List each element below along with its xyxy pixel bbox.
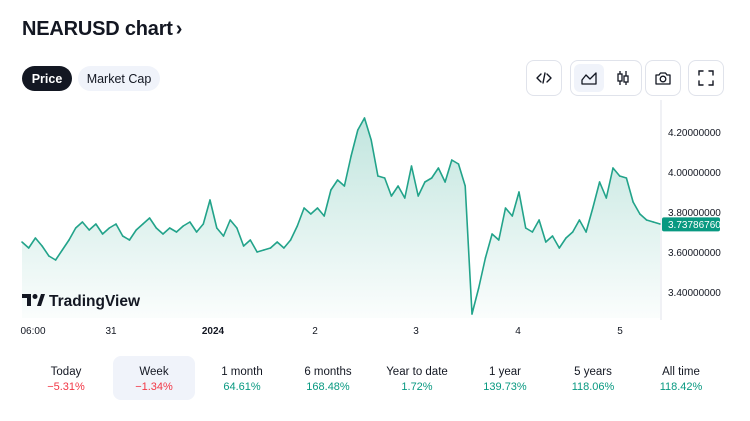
price-chart[interactable]: 4.20000000 4.00000000 3.80000000 3.60000000… bbox=[0, 100, 750, 350]
price-tick-label: 3.80000000 bbox=[668, 208, 721, 219]
chevron-right-icon: › bbox=[175, 18, 183, 40]
performance-periods: Today −5.31% Week −1.34% 1 month 64.61% 6 mont… bbox=[0, 356, 750, 402]
camera-icon bbox=[655, 72, 671, 85]
page-title[interactable]: NEARUSD chart › bbox=[22, 18, 182, 41]
period-week[interactable]: Week −1.34% bbox=[113, 356, 195, 400]
period-change: −1.34% bbox=[135, 381, 173, 393]
period-6-months[interactable]: 6 months 168.48% bbox=[287, 356, 369, 400]
period-change: 1.72% bbox=[401, 381, 433, 393]
period-label: Year to date bbox=[386, 366, 448, 378]
period-change: 118.06% bbox=[571, 381, 615, 393]
period-change: 139.73% bbox=[483, 381, 527, 393]
line-chart-button[interactable] bbox=[574, 64, 604, 92]
chart-style-toggle bbox=[570, 60, 642, 96]
last-price-badge-bg bbox=[662, 217, 720, 232]
price-series-line bbox=[21, 117, 661, 315]
candles-button[interactable] bbox=[608, 64, 638, 92]
embed-button[interactable] bbox=[526, 60, 562, 96]
time-tick-label: 2024 bbox=[202, 326, 225, 337]
snapshot-button[interactable] bbox=[645, 60, 681, 96]
period-label: All time bbox=[662, 366, 700, 378]
price-tick-label: 4.00000000 bbox=[668, 168, 721, 179]
area-chart-icon bbox=[581, 72, 597, 85]
fullscreen-icon bbox=[698, 70, 714, 86]
period-label: Week bbox=[139, 366, 169, 378]
time-tick-label: 5 bbox=[617, 326, 623, 337]
period-label: 1 month bbox=[221, 366, 263, 378]
time-tick-label: 4 bbox=[515, 326, 521, 337]
tab-price[interactable]: Price bbox=[22, 66, 72, 91]
period-5-years[interactable]: 5 years 118.06% bbox=[552, 356, 634, 400]
price-tick-label: 4.20000000 bbox=[668, 128, 721, 139]
period-label: 5 years bbox=[574, 366, 612, 378]
period-all-time[interactable]: All time 118.42% bbox=[640, 356, 722, 400]
tradingview-logo-icon bbox=[22, 294, 45, 306]
period-change: 168.48% bbox=[306, 381, 350, 393]
fullscreen-button[interactable] bbox=[688, 60, 724, 96]
chart-title-text: NEARUSD chart bbox=[22, 18, 173, 40]
time-tick-label: 06:00 bbox=[20, 326, 45, 337]
time-tick-label: 31 bbox=[105, 326, 117, 337]
tradingview-logo-text: TradingView bbox=[49, 293, 141, 310]
time-tick-label: 3 bbox=[413, 326, 419, 337]
price-tick-label: 3.40000000 bbox=[668, 288, 721, 299]
last-price-value: 3.73786760 bbox=[668, 220, 721, 231]
period-1-year[interactable]: 1 year 139.73% bbox=[464, 356, 546, 400]
last-price-badge: 3.73786760 bbox=[662, 217, 721, 232]
period-change: 118.42% bbox=[659, 381, 703, 393]
period-year-to-date[interactable]: Year to date 1.72% bbox=[376, 356, 458, 400]
period-label: 1 year bbox=[489, 366, 521, 378]
period-change: −5.31% bbox=[47, 381, 85, 393]
period-label: 6 months bbox=[304, 366, 352, 378]
code-icon bbox=[536, 72, 552, 84]
period-change: 64.61% bbox=[223, 381, 261, 393]
time-tick-label: 2 bbox=[312, 326, 318, 337]
candlestick-icon bbox=[617, 71, 629, 85]
period-label: Today bbox=[50, 366, 82, 378]
tab-market-cap[interactable]: Market Cap bbox=[78, 66, 160, 91]
price-area-fill bbox=[22, 118, 660, 318]
time-axis: 06:00 31 2024 2 3 4 5 bbox=[20, 326, 623, 337]
period-today[interactable]: Today −5.31% bbox=[25, 356, 107, 400]
tradingview-logo: TradingView bbox=[22, 293, 141, 310]
price-axis: 4.20000000 4.00000000 3.80000000 3.60000000… bbox=[668, 128, 721, 299]
price-tick-label: 3.60000000 bbox=[668, 248, 721, 259]
period-1-month[interactable]: 1 month 64.61% bbox=[201, 356, 283, 400]
